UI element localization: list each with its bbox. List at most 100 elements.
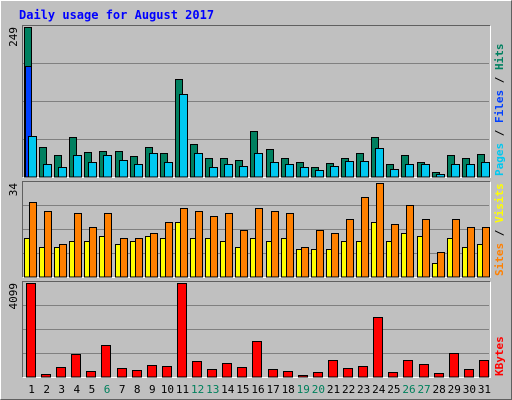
axis-label-part: Pages xyxy=(493,143,506,176)
bar-sites-day-17 xyxy=(271,211,279,278)
chart-title: Daily usage for August 2017 xyxy=(19,8,214,22)
x-tick-label: 6 xyxy=(104,383,111,396)
x-tick-label: 18 xyxy=(282,383,295,396)
y-axis-label: Pages / Files / Hits xyxy=(493,44,506,177)
bar-sites-day-15 xyxy=(240,230,248,278)
bar-kbytes-day-29 xyxy=(449,353,459,378)
x-tick-label: 12 xyxy=(191,383,204,396)
bar-kbytes-day-17 xyxy=(268,369,278,378)
bar-pages-day-13 xyxy=(209,167,218,178)
panel-kbytes: 4099 KBytes xyxy=(7,281,506,378)
bar-sites-day-12 xyxy=(195,211,203,278)
bar-sites-day-26 xyxy=(406,205,414,278)
axis-label-part: / xyxy=(493,223,506,243)
bar-sites-day-3 xyxy=(59,244,67,278)
x-tick-label: 27 xyxy=(417,383,430,396)
bar-sites-day-29 xyxy=(452,219,460,278)
bar-kbytes-day-2 xyxy=(41,374,51,378)
bar-sites-day-30 xyxy=(467,227,475,278)
panel-border-dark xyxy=(22,181,491,278)
bar-kbytes-day-14 xyxy=(222,363,232,378)
bar-pages-day-8 xyxy=(134,164,143,178)
x-tick-label: 15 xyxy=(236,383,249,396)
bar-pages-day-23 xyxy=(360,161,369,178)
x-tick-label: 30 xyxy=(463,383,476,396)
x-tick-label: 10 xyxy=(161,383,174,396)
bar-sites-day-23 xyxy=(361,197,369,278)
axis-label-part: / xyxy=(493,123,506,143)
x-tick-label: 19 xyxy=(297,383,310,396)
bar-sites-day-22 xyxy=(346,219,354,278)
bar-sites-day-16 xyxy=(255,208,263,278)
x-tick-label: 11 xyxy=(176,383,189,396)
bar-kbytes-day-19 xyxy=(298,375,308,378)
x-tick-label: 9 xyxy=(149,383,156,396)
y-max-label: 249 xyxy=(7,27,20,47)
bar-pages-day-19 xyxy=(300,167,309,178)
bar-pages-day-31 xyxy=(481,162,490,178)
bar-kbytes-day-26 xyxy=(403,360,413,378)
panel-sites-visits: 34 Sites / Visits xyxy=(7,181,506,278)
x-tick-label: 20 xyxy=(312,383,325,396)
bar-kbytes-day-9 xyxy=(147,365,157,378)
axis-label-part: Sites xyxy=(493,243,506,276)
bar-kbytes-day-20 xyxy=(313,372,323,378)
y-axis-label: KBytes xyxy=(493,336,506,376)
bar-pages-day-29 xyxy=(451,164,460,178)
bar-pages-day-14 xyxy=(224,164,233,178)
bar-pages-day-2 xyxy=(43,164,52,178)
bar-sites-day-27 xyxy=(422,219,430,278)
bar-pages-day-27 xyxy=(421,164,430,178)
bar-sites-day-13 xyxy=(210,216,218,278)
bar-pages-day-16 xyxy=(254,153,263,178)
bar-pages-day-5 xyxy=(88,162,97,178)
bar-kbytes-day-8 xyxy=(132,370,142,378)
x-tick-label: 21 xyxy=(327,383,340,396)
x-tick-label: 13 xyxy=(206,383,219,396)
bar-kbytes-day-27 xyxy=(419,364,429,378)
bar-sites-day-8 xyxy=(135,238,143,278)
bar-pages-day-20 xyxy=(315,170,324,178)
axis-label-part: Files xyxy=(493,90,506,123)
bar-sites-day-19 xyxy=(301,247,309,278)
axis-label-part: Hits xyxy=(493,44,506,71)
bar-sites-day-10 xyxy=(165,222,173,278)
bar-kbytes-day-7 xyxy=(117,368,127,378)
bar-kbytes-day-4 xyxy=(71,354,81,378)
bar-kbytes-day-11 xyxy=(177,283,187,378)
bar-pages-day-10 xyxy=(164,162,173,178)
x-tick-label: 14 xyxy=(221,383,235,396)
bar-sites-day-25 xyxy=(391,224,399,278)
axis-label-part: Visits xyxy=(493,183,506,223)
bar-sites-day-24 xyxy=(376,183,384,278)
bar-sites-day-6 xyxy=(104,213,112,278)
bar-pages-day-24 xyxy=(375,148,384,178)
bar-pages-day-26 xyxy=(405,164,414,178)
bar-sites-day-20 xyxy=(316,230,324,278)
bar-kbytes-day-10 xyxy=(162,366,172,378)
bar-sites-day-9 xyxy=(150,233,158,278)
bar-sites-day-1 xyxy=(29,202,37,278)
bar-pages-day-12 xyxy=(194,153,203,178)
bar-kbytes-day-31 xyxy=(479,360,489,378)
bar-sites-day-5 xyxy=(89,227,97,278)
y-axis-label: Sites / Visits xyxy=(493,183,506,276)
bar-pages-day-15 xyxy=(239,166,248,178)
x-tick-label: 5 xyxy=(89,383,96,396)
x-tick-label: 31 xyxy=(478,383,491,396)
x-tick-label: 23 xyxy=(357,383,370,396)
bar-pages-day-3 xyxy=(58,167,67,178)
bar-sites-day-14 xyxy=(225,213,233,278)
bar-kbytes-day-15 xyxy=(237,367,247,378)
bar-sites-day-11 xyxy=(180,208,188,278)
panel-hits-files-pages: 249 Pages / Files / Hits xyxy=(7,25,506,178)
panel-border-dark xyxy=(22,281,491,378)
x-tick-label: 8 xyxy=(134,383,141,396)
bar-kbytes-day-12 xyxy=(192,361,202,378)
x-tick-label: 24 xyxy=(372,383,386,396)
x-tick-label: 22 xyxy=(342,383,355,396)
x-tick-label: 16 xyxy=(251,383,264,396)
x-tick-label: 4 xyxy=(74,383,81,396)
bar-kbytes-day-24 xyxy=(373,317,383,378)
